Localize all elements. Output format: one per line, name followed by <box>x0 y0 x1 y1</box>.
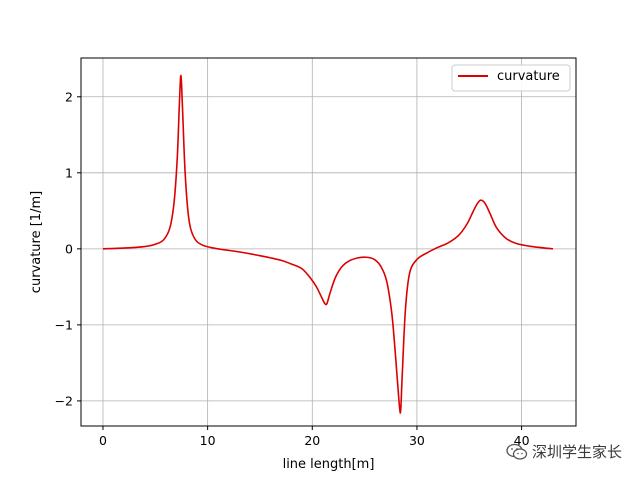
x-tick-label: 0 <box>99 433 107 448</box>
watermark: 深圳学生家长 <box>506 441 622 462</box>
x-tick-label: 20 <box>304 433 320 448</box>
y-axis-label: curvature [1/m] <box>29 191 44 293</box>
legend: curvature <box>451 64 571 92</box>
y-tick-label: 0 <box>65 241 73 256</box>
legend-box <box>451 64 571 92</box>
grid-lines <box>81 58 576 426</box>
x-axis-label: line length[m] <box>283 457 375 472</box>
wechat-icon <box>506 443 528 460</box>
series-layer <box>102 74 554 414</box>
y-tick-label: −1 <box>55 317 73 332</box>
y-tick-label: −2 <box>55 393 73 408</box>
x-tick-label: 10 <box>200 433 216 448</box>
watermark-text: 深圳学生家长 <box>531 443 622 461</box>
plot-area <box>81 58 576 426</box>
series-line-curvature <box>102 74 554 414</box>
y-tick-label: 2 <box>65 89 73 104</box>
legend-label-curvature: curvature <box>497 69 560 84</box>
x-tick-label: 30 <box>409 433 425 448</box>
plot-frame <box>80 57 577 427</box>
y-tick-label: 1 <box>65 165 73 180</box>
